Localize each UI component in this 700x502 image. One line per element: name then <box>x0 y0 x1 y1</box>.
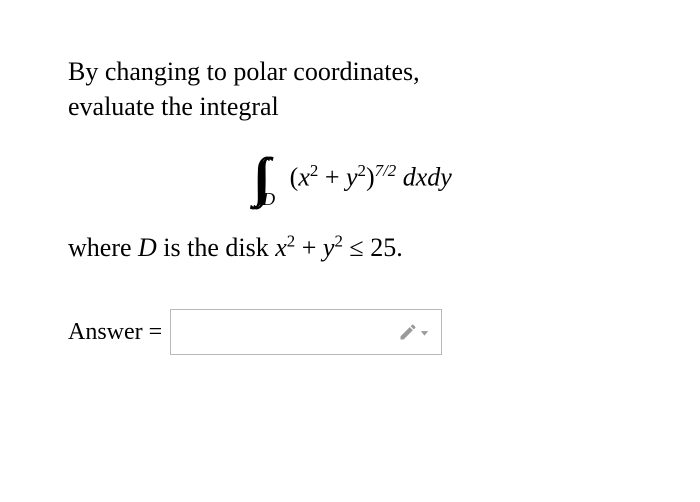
integral-expression: ∫∫D (x2 + y2)7/2 dxdy <box>68 146 640 208</box>
disk-expression: x2 + y2 ≤ 25. <box>275 233 402 262</box>
intro-line-2: evaluate the integral <box>68 92 279 121</box>
edit-icon <box>398 322 429 342</box>
domain-condition: where D is the disk x2 + y2 ≤ 25. <box>68 230 640 265</box>
region-subscript: D <box>262 189 275 209</box>
integrand: (x2 + y2)7/2 dxdy <box>290 161 452 193</box>
differential: dxdy <box>396 163 452 192</box>
answer-input[interactable] <box>170 309 442 355</box>
problem-intro: By changing to polar coordinates, evalua… <box>68 54 640 124</box>
answer-row: Answer = <box>68 309 640 355</box>
answer-label: Answer = <box>68 319 162 346</box>
intro-line-1: By changing to polar coordinates, <box>68 57 420 86</box>
